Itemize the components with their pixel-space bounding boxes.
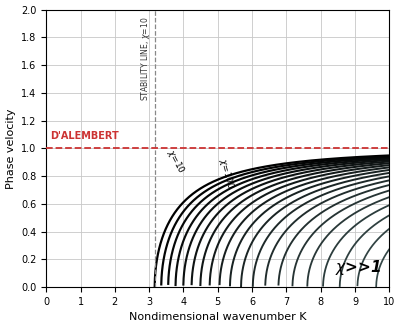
Text: $\chi$=100: $\chi$=100 xyxy=(216,157,237,191)
X-axis label: Nondimensional wavenumber K: Nondimensional wavenumber K xyxy=(129,313,306,322)
Text: $\chi$=10: $\chi$=10 xyxy=(164,147,187,176)
Text: D'ALEMBERT: D'ALEMBERT xyxy=(51,131,119,141)
Text: $\chi$>>1: $\chi$>>1 xyxy=(335,258,381,277)
Text: STABILITY LINE, $\chi$=10: STABILITY LINE, $\chi$=10 xyxy=(139,16,152,101)
Y-axis label: Phase velocity: Phase velocity xyxy=(6,108,16,189)
